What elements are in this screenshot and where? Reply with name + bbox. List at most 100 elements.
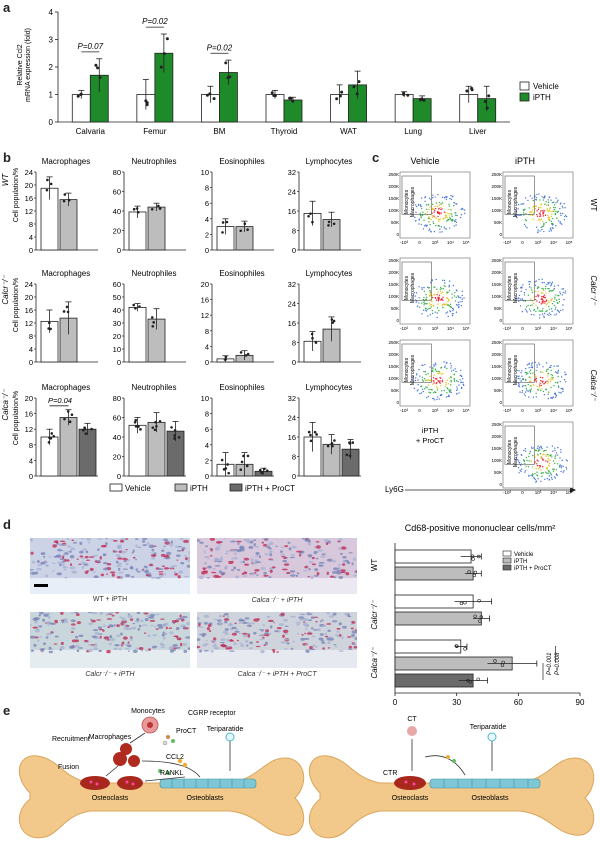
c-event [444, 385, 447, 388]
tissue-cell [100, 573, 105, 577]
c-event [553, 201, 555, 203]
tissue-cell [283, 557, 287, 559]
c-event [548, 230, 550, 232]
b-ytick-label: 20 [113, 453, 121, 462]
c-event [543, 222, 545, 225]
c-event [424, 196, 426, 199]
tissue-cell [91, 635, 98, 639]
c-event [540, 215, 542, 217]
c-event [543, 230, 545, 233]
c-event [528, 286, 531, 288]
macrophage-2 [128, 755, 140, 767]
tissue-cell [160, 618, 165, 620]
c-event [448, 391, 451, 393]
c-event [554, 447, 556, 449]
tissue-cell [212, 568, 216, 571]
c-event [551, 456, 553, 458]
c-event [460, 296, 462, 299]
c-event [460, 375, 462, 377]
c-event [452, 309, 454, 312]
tissue-cell [135, 544, 138, 547]
c-event [553, 300, 555, 303]
c-event [540, 455, 542, 458]
c-event [531, 300, 534, 302]
tissue-cell [149, 613, 155, 617]
c-event [428, 221, 430, 223]
tissue-cell [321, 624, 327, 627]
tissue-cell [140, 620, 144, 623]
c-event [553, 204, 556, 206]
c-event [534, 361, 536, 364]
tissue-cell [149, 574, 152, 578]
c-event [447, 218, 449, 221]
caption-calcr-ipth: Calcr⁻/⁻ + iPTH [85, 671, 135, 678]
b-point [132, 207, 136, 211]
panel-b-legend: Vehicle iPTH iPTH + ProCT [109, 483, 295, 493]
tissue-cell [302, 621, 306, 623]
tissue-cell [64, 552, 69, 555]
c-event [431, 309, 434, 312]
tissue-cell [282, 634, 285, 638]
c-event [452, 369, 455, 372]
c-event [555, 454, 557, 456]
c-ytick-label: 0 [396, 400, 399, 405]
c-event [439, 381, 441, 384]
c-event [531, 291, 534, 294]
c-event [557, 284, 560, 287]
tissue-cell [313, 574, 319, 577]
c-event [562, 309, 564, 311]
tissue-cell [242, 621, 248, 625]
c-event [529, 281, 531, 283]
a-point [289, 96, 293, 100]
c-event [545, 310, 547, 313]
c-event [445, 312, 447, 314]
b-ytick-label: 24 [288, 300, 296, 309]
tissue-cell [256, 574, 259, 576]
c-proct-line2: + ProCT [416, 436, 445, 445]
tissue-cell [337, 567, 341, 569]
c-event [421, 379, 424, 381]
b-point [307, 214, 310, 218]
c-event [455, 393, 458, 395]
c-ytick-label: 50K [391, 388, 399, 393]
c-event [524, 471, 526, 473]
tissue-cell [238, 632, 242, 634]
tissue-cell [269, 567, 273, 570]
c-event [417, 204, 420, 207]
tissue-cell [165, 626, 168, 630]
c-event [427, 384, 430, 386]
c-event [425, 208, 428, 211]
c-event [518, 384, 520, 386]
tissue-cell [334, 634, 340, 636]
c-event [418, 223, 420, 225]
tissue-cell [161, 565, 166, 567]
tissue-cell [69, 566, 76, 570]
tissue-cell [102, 553, 107, 557]
tissue-cell [333, 576, 337, 579]
c-event [522, 212, 525, 214]
b-point [311, 220, 314, 224]
c-gate-label-1: Monocytes [404, 275, 410, 300]
b-ytick-label: 0 [292, 246, 296, 255]
c-event [453, 201, 455, 204]
tissue-cell [268, 559, 275, 561]
c-event [438, 294, 441, 296]
tissue-cell [79, 555, 84, 558]
c-event [553, 468, 555, 470]
tissue-cell [305, 649, 310, 653]
tissue-cell [48, 650, 54, 654]
c-event [547, 211, 549, 213]
c-event [433, 294, 435, 296]
b-ytick-label: 60 [113, 188, 121, 197]
tissue-cell [170, 540, 173, 544]
c-event [517, 467, 520, 469]
a-point [226, 76, 230, 80]
c-event [548, 465, 550, 468]
b-point [309, 439, 313, 443]
c-event [425, 224, 427, 226]
c-event [557, 199, 559, 201]
c-event [548, 475, 551, 477]
a-point [79, 92, 83, 96]
c-event [436, 288, 438, 290]
c-event [548, 391, 550, 393]
